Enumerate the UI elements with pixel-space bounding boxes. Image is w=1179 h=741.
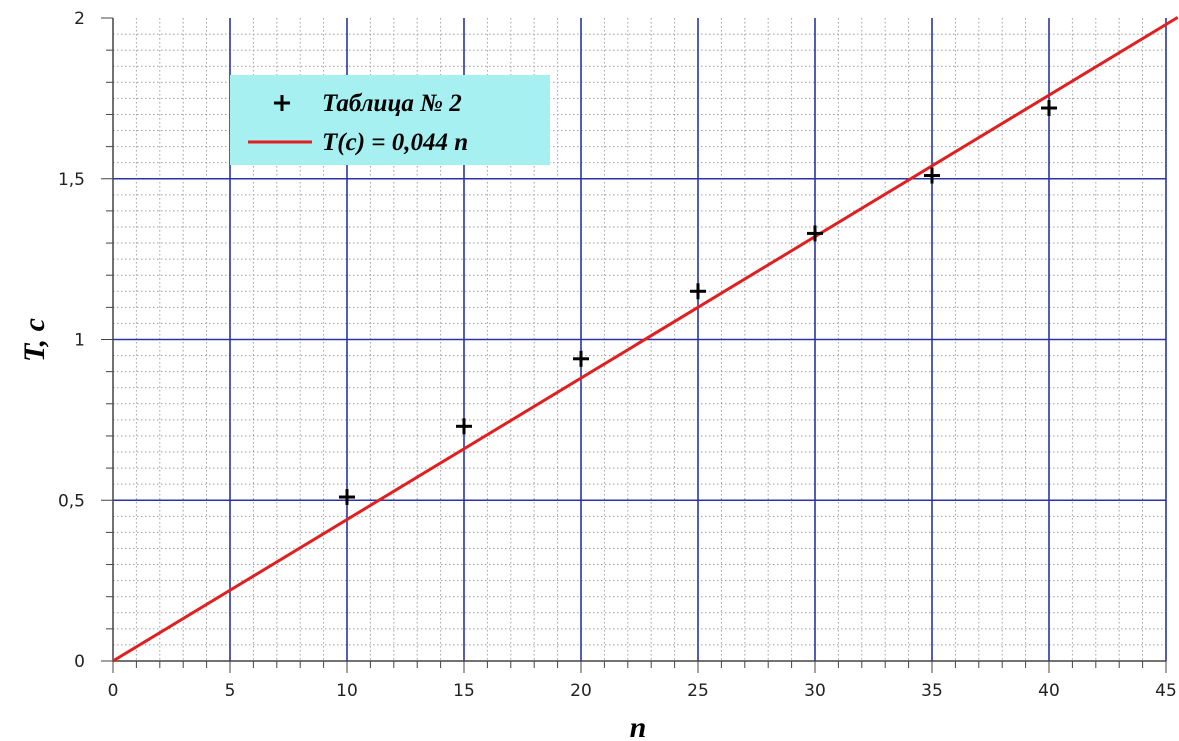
x-tick-label: 35: [921, 681, 943, 701]
y-tick-label: 2: [74, 9, 85, 29]
x-tick-label: 5: [225, 681, 236, 701]
y-tick-label: 1: [74, 331, 85, 351]
x-tick-label: 15: [453, 681, 475, 701]
x-tick-label: 10: [336, 681, 358, 701]
data-point: [573, 350, 589, 367]
y-tick-label: 1,5: [58, 170, 85, 190]
tick-labels: 0 5 10 15 20 25 30 35 40 45 0 0,5 1 1,5 2: [58, 9, 1177, 701]
data-point: [1041, 100, 1057, 117]
legend: Таблица № 2 T(c) = 0,044 n: [230, 75, 550, 165]
x-tick-label: 25: [687, 681, 709, 701]
legend-marker-icon: [274, 95, 290, 111]
series-layer: [112, 16, 1179, 663]
y-tick-label: 0,5: [58, 491, 85, 511]
y-axis-title: T, c: [18, 318, 51, 362]
data-point: [807, 225, 823, 242]
x-tick-label: 0: [108, 681, 119, 701]
data-point: [339, 489, 355, 506]
legend-label-points: Таблица № 2: [322, 90, 462, 117]
data-point: [690, 283, 706, 300]
x-tick-label: 40: [1038, 681, 1060, 701]
x-tick-label: 20: [570, 681, 592, 701]
x-axis-title: n: [630, 711, 647, 741]
legend-box: [230, 75, 550, 165]
data-point: [924, 167, 940, 184]
x-tick-label: 30: [804, 681, 826, 701]
fit-line: [112, 16, 1179, 663]
legend-label-line: T(c) = 0,044 n: [322, 129, 468, 156]
x-tick-label: 45: [1155, 681, 1177, 701]
ticks: [101, 17, 1167, 673]
data-point: [456, 418, 472, 435]
y-tick-label: 0: [74, 652, 85, 672]
